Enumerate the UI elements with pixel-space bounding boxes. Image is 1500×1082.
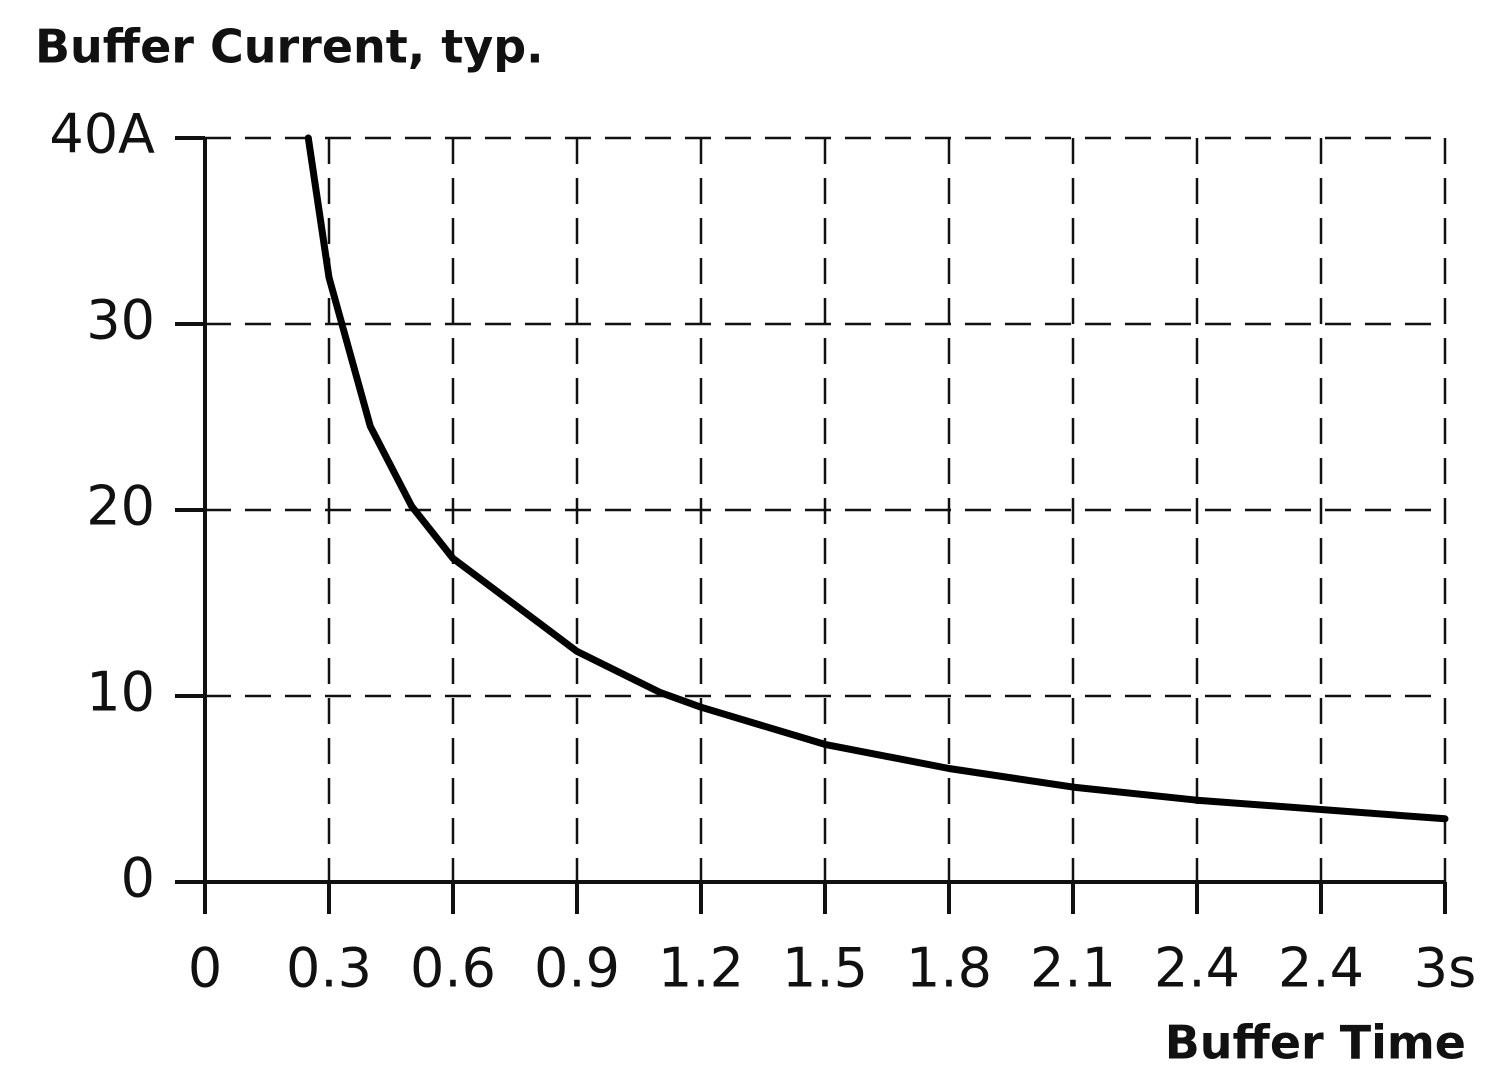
x-tick-label: 1.5 xyxy=(782,937,868,1000)
line-series xyxy=(304,134,1449,823)
y-tick-label: 40A xyxy=(49,103,155,166)
y-tick-label: 0 xyxy=(121,847,155,910)
y-tick-label: 20 xyxy=(86,475,155,538)
x-tick-label: 0 xyxy=(188,937,222,1000)
x-tick-label: 1.2 xyxy=(658,937,744,1000)
x-tick-label: 3s xyxy=(1414,937,1477,1000)
x-tick-label: 0.6 xyxy=(410,937,496,1000)
y-tick-label: 30 xyxy=(86,289,155,352)
x-tick-label: 2.4 xyxy=(1154,937,1240,1000)
x-tick-label: 2.1 xyxy=(1030,937,1116,1000)
y-axis-label: Buffer Current, typ. xyxy=(35,20,544,74)
x-axis-label: Buffer Time xyxy=(1165,1016,1466,1070)
y-tick-label: 10 xyxy=(86,661,155,724)
x-tick-label: 0.3 xyxy=(286,937,372,1000)
x-tick-label: 1.8 xyxy=(906,937,992,1000)
x-tick-label: 2.4 xyxy=(1278,937,1364,1000)
x-tick-label: 0.9 xyxy=(534,937,620,1000)
